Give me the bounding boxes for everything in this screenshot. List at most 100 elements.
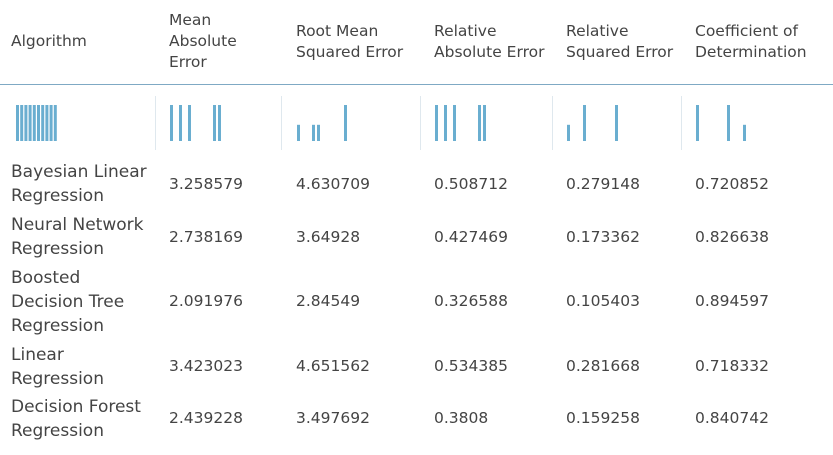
histogram-coefficient-of-determination[interactable] <box>682 96 832 150</box>
histogram-bar <box>478 105 481 141</box>
table-row[interactable]: Linear Regression 3.423023 4.651562 0.53… <box>0 343 833 393</box>
header-relative-squared-error[interactable]: Relative Squared Error <box>566 21 673 63</box>
header-line: Mean <box>169 11 212 29</box>
histogram-bar <box>483 105 486 141</box>
header-line: Relative <box>434 22 497 40</box>
table-row[interactable]: Neural Network Regression 2.738169 3.649… <box>0 213 833 263</box>
cod-value: 0.840742 <box>695 409 769 427</box>
rmse-value: 3.497692 <box>296 409 370 427</box>
histogram-bars <box>435 105 486 141</box>
bars-group <box>696 105 746 141</box>
cod-value: 0.894597 <box>695 292 769 310</box>
rse-value: 0.281668 <box>566 357 640 375</box>
header-line: Coefficient of <box>695 22 798 40</box>
histogram-bar <box>444 105 447 141</box>
name-line: Boosted <box>11 268 81 288</box>
histogram-relative-absolute-error[interactable] <box>421 96 553 150</box>
header-mean-absolute-error[interactable]: Mean Absolute Error <box>169 10 237 73</box>
rmse-value: 4.651562 <box>296 357 370 375</box>
bars-group <box>435 105 486 141</box>
rse-value: 0.173362 <box>566 228 640 246</box>
histogram-bar <box>213 105 216 141</box>
histogram-root-mean-squared-error[interactable] <box>282 96 421 150</box>
mae-value: 2.091976 <box>169 292 243 310</box>
header-line: Error <box>169 53 207 71</box>
header-relative-absolute-error[interactable]: Relative Absolute Error <box>434 21 544 63</box>
name-line: Neural Network <box>11 215 144 235</box>
histogram-bar <box>45 105 49 141</box>
histogram-bar <box>435 105 438 141</box>
mae-value: 3.423023 <box>169 357 243 375</box>
header-line: Relative <box>566 22 629 40</box>
table-row[interactable]: Decision Forest Regression 2.439228 3.49… <box>0 395 833 447</box>
header-algorithm[interactable]: Algorithm <box>11 31 87 52</box>
rae-value: 0.326588 <box>434 292 508 310</box>
histogram-bars <box>170 105 221 141</box>
rae-value: 0.3808 <box>434 409 489 427</box>
histogram-bar <box>297 124 300 141</box>
rae-value: 0.427469 <box>434 228 508 246</box>
histogram-bars <box>16 105 57 141</box>
histogram-bar <box>312 124 315 141</box>
rse-value: 0.279148 <box>566 175 640 193</box>
histogram-bar <box>743 124 746 141</box>
header-line: Absolute <box>169 32 237 50</box>
histogram-bar <box>583 105 586 141</box>
header-line: Determination <box>695 43 807 61</box>
table-row[interactable]: Bayesian Linear Regression 3.258579 4.63… <box>0 160 833 210</box>
name-line: Regression <box>11 369 104 389</box>
header-root-mean-squared-error[interactable]: Root Mean Squared Error <box>296 21 403 63</box>
name-line: Regression <box>11 421 104 441</box>
table-header: Algorithm Mean Absolute Error Root Mean … <box>0 0 833 85</box>
name-line: Linear <box>11 345 64 365</box>
histogram-bar <box>32 105 36 141</box>
algorithm-name: Neural Network Regression <box>11 213 143 261</box>
bars-group <box>297 105 347 141</box>
histogram-bar <box>727 105 730 141</box>
rmse-value: 3.64928 <box>296 228 361 246</box>
header-line: Squared Error <box>296 43 404 61</box>
histogram-mean-absolute-error[interactable] <box>156 96 282 150</box>
rmse-value: 2.84549 <box>296 292 361 310</box>
histogram-bar <box>567 124 570 141</box>
mae-value: 2.738169 <box>169 228 243 246</box>
name-line: Decision Tree <box>11 292 125 312</box>
bars-group <box>170 105 221 141</box>
histogram-bar <box>188 105 191 141</box>
bars-group <box>567 105 618 141</box>
header-coefficient-of-determination[interactable]: Coefficient of Determination <box>695 21 807 63</box>
histogram-bar <box>317 124 320 141</box>
histogram-bar <box>37 105 40 141</box>
rae-value: 0.534385 <box>434 357 508 375</box>
algorithm-name: Boosted Decision Tree Regression <box>11 266 124 338</box>
rmse-value: 4.630709 <box>296 175 370 193</box>
name-line: Bayesian Linear <box>11 162 147 182</box>
mae-value: 3.258579 <box>169 175 243 193</box>
cod-value: 0.718332 <box>695 357 769 375</box>
header-line: Root Mean <box>296 22 379 40</box>
histogram-bar <box>179 105 182 141</box>
histogram-bars <box>696 105 746 141</box>
table-row[interactable]: Boosted Decision Tree Regression 2.09197… <box>0 266 833 340</box>
histogram-bar <box>49 105 53 141</box>
name-line: Regression <box>11 316 104 336</box>
cod-value: 0.826638 <box>695 228 769 246</box>
histogram-bar <box>24 105 28 141</box>
histogram-bar <box>615 105 618 141</box>
histogram-bar <box>453 105 456 141</box>
histogram-bar <box>170 105 173 141</box>
name-line: Decision Forest <box>11 397 141 417</box>
algorithm-name: Bayesian Linear Regression <box>11 160 147 208</box>
mae-value: 2.439228 <box>169 409 243 427</box>
histogram-algorithm[interactable] <box>0 96 156 150</box>
bars-group <box>16 105 57 141</box>
header-line: Squared Error <box>566 43 674 61</box>
histogram-relative-squared-error[interactable] <box>553 96 682 150</box>
algorithm-name: Linear Regression <box>11 343 104 391</box>
name-line: Regression <box>11 239 104 259</box>
histogram-bar <box>53 105 57 141</box>
histogram-row <box>0 84 833 156</box>
name-line: Regression <box>11 186 104 206</box>
header-line: Absolute Error <box>434 43 545 61</box>
histogram-bar <box>218 105 221 141</box>
